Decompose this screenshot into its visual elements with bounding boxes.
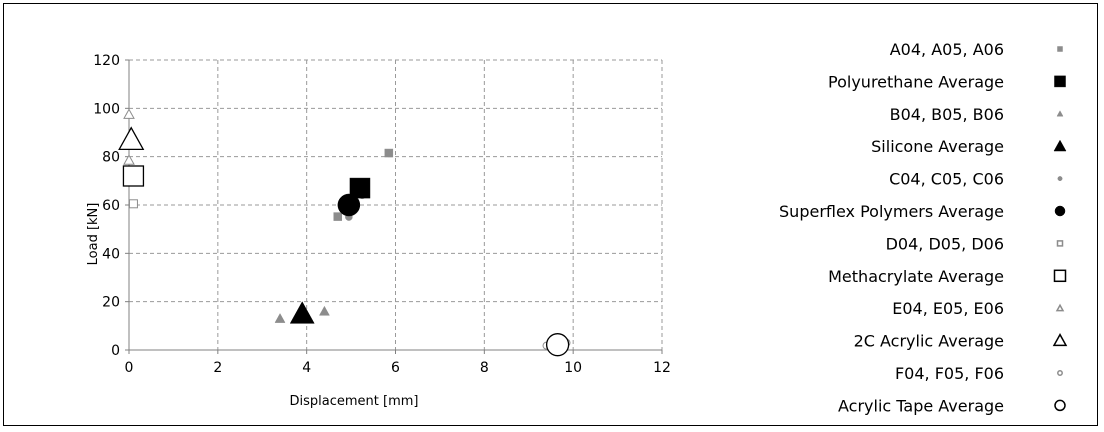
- legend-square-icon: [1056, 240, 1064, 247]
- y-tick-label: 120: [93, 53, 120, 69]
- axes: 0 20 40 60 80 100 120 0 2 4 6 8 10 12: [93, 53, 671, 376]
- gridlines: [129, 59, 663, 350]
- x-tick-label: 0: [125, 360, 134, 376]
- legend-label: B04, B05, B06: [890, 105, 1004, 124]
- legend-label: A04, A05, A06: [890, 40, 1004, 59]
- x-tick-label: 4: [302, 360, 311, 376]
- legend-label: E04, E05, E06: [892, 299, 1004, 318]
- legend-circle-icon: [1057, 370, 1063, 376]
- legend-label: D04, D05, D06: [886, 234, 1004, 253]
- average-point: [118, 126, 145, 151]
- x-tick-label: 10: [564, 360, 582, 376]
- legend-label: Polyurethane Average: [828, 72, 1004, 91]
- y-tick-label: 20: [102, 295, 120, 311]
- average-point: [337, 193, 361, 217]
- legend: A04, A05, A06 Polyurethane Average B04, B0…: [779, 40, 1068, 415]
- legend-circle-icon: [1057, 176, 1063, 182]
- specimen-point: [123, 108, 135, 119]
- y-tick-label: 0: [111, 343, 120, 359]
- average-point: [289, 301, 315, 324]
- specimen-point: [384, 148, 394, 158]
- legend-triangle-icon: [1053, 139, 1067, 152]
- legend-label: Silicone Average: [871, 137, 1004, 156]
- x-tick-label: 2: [213, 360, 222, 376]
- legend-square-icon: [1054, 75, 1066, 88]
- legend-label: Superflex Polymers Average: [779, 202, 1004, 221]
- legend-circle-icon: [1054, 205, 1066, 217]
- legend-triangle-icon: [1052, 333, 1068, 347]
- chart-frame: 0 20 40 60 80 100 120 0 2 4 6 8 10 12 A04, A05, A06 Po…: [3, 3, 1098, 426]
- x-tick-label: 6: [391, 360, 400, 376]
- y-tick-label: 60: [102, 198, 120, 214]
- data-points: [118, 108, 571, 357]
- y-axis-label: Load [kN]: [86, 203, 101, 266]
- legend-label: Methacrylate Average: [828, 267, 1004, 286]
- average-point: [122, 165, 145, 187]
- specimen-point: [123, 154, 135, 165]
- legend-square-icon: [1053, 269, 1067, 283]
- scatter-chart: 0 20 40 60 80 100 120 0 2 4 6 8 10 12 A04, A05, A06 Po…: [86, 40, 1068, 415]
- specimen-point: [274, 313, 286, 323]
- average-point: [349, 177, 371, 199]
- x-tick-label: 8: [480, 360, 489, 376]
- legend-triangle-icon: [1055, 303, 1065, 312]
- x-tick-label: 12: [653, 360, 671, 376]
- y-tick-label: 100: [93, 101, 120, 117]
- y-tick-label: 40: [102, 246, 120, 262]
- legend-square-icon: [1057, 46, 1063, 52]
- legend-label: F04, F05, F06: [895, 364, 1004, 383]
- x-axis-label: Displacement [mm]: [290, 394, 419, 409]
- average-point: [545, 333, 570, 357]
- legend-label: C04, C05, C06: [889, 170, 1004, 189]
- specimen-point: [333, 212, 343, 221]
- legend-circle-icon: [1054, 399, 1066, 412]
- specimen-point: [128, 199, 138, 209]
- y-tick-label: 80: [102, 150, 120, 166]
- legend-label: 2C Acrylic Average: [854, 332, 1004, 351]
- specimen-point: [319, 305, 330, 316]
- legend-label: Acrylic Tape Average: [838, 396, 1004, 415]
- legend-triangle-icon: [1056, 110, 1064, 117]
